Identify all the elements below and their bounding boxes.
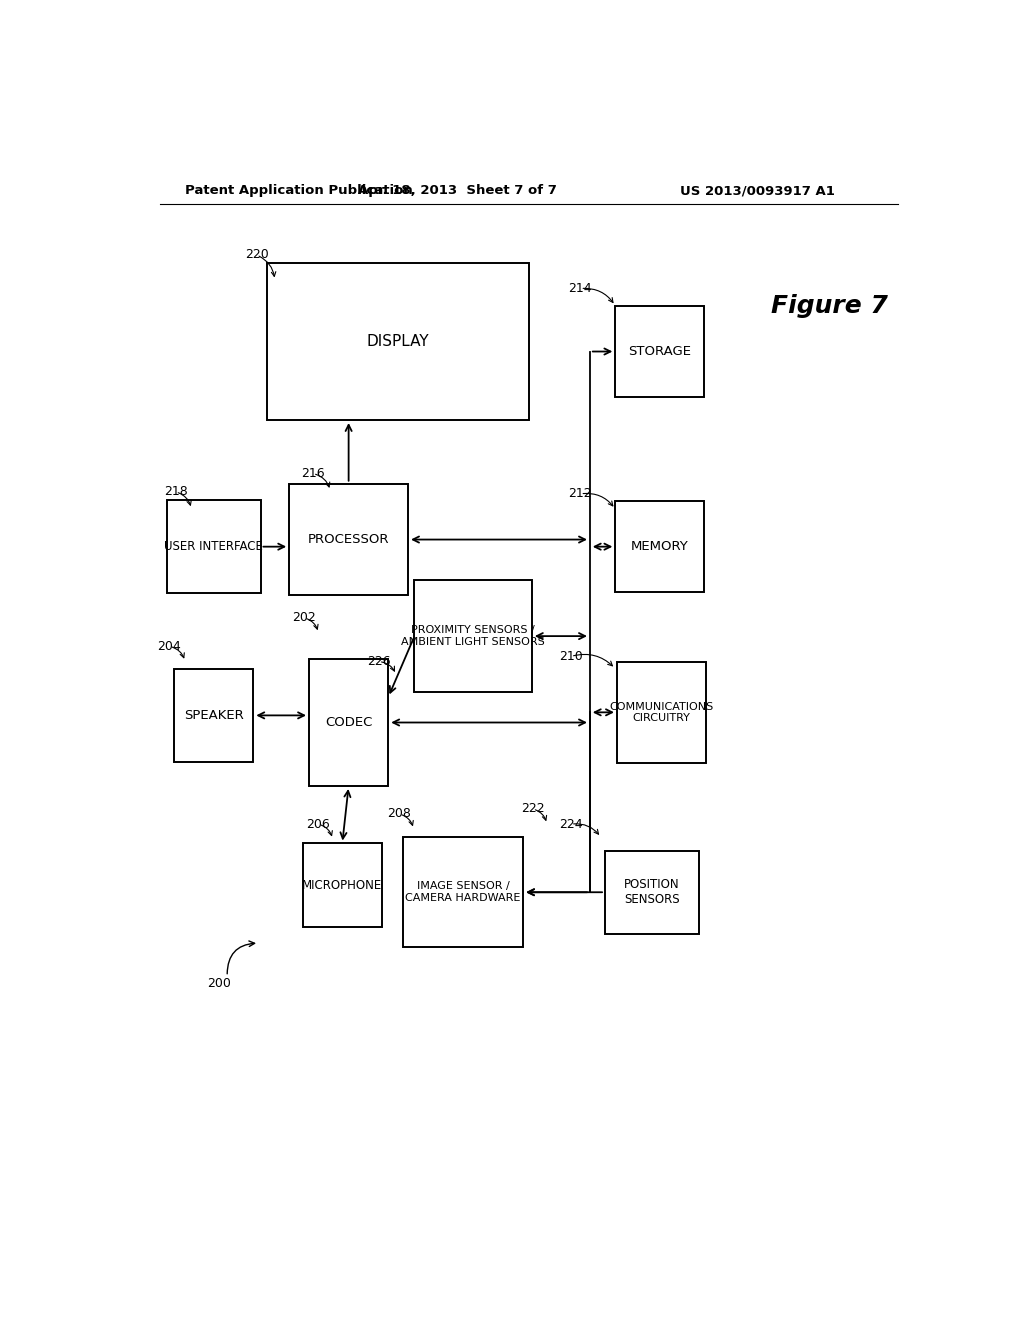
Bar xyxy=(415,581,531,692)
Text: MICROPHONE: MICROPHONE xyxy=(302,879,382,891)
Text: 206: 206 xyxy=(306,817,331,830)
Text: US 2013/0093917 A1: US 2013/0093917 A1 xyxy=(680,185,835,198)
Text: Patent Application Publication: Patent Application Publication xyxy=(185,185,413,198)
Bar xyxy=(605,850,698,935)
Text: DISPLAY: DISPLAY xyxy=(367,334,429,348)
Text: 220: 220 xyxy=(245,248,268,261)
Text: 214: 214 xyxy=(568,282,592,294)
Text: POSITION
SENSORS: POSITION SENSORS xyxy=(624,878,680,907)
Text: 208: 208 xyxy=(387,808,412,821)
Text: COMMUNICATIONS
CIRCUITRY: COMMUNICATIONS CIRCUITRY xyxy=(609,701,714,723)
Text: 212: 212 xyxy=(568,487,592,500)
Text: IMAGE SENSOR /
CAMERA HARDWARE: IMAGE SENSOR / CAMERA HARDWARE xyxy=(406,882,520,903)
Text: 226: 226 xyxy=(367,655,390,668)
Bar xyxy=(289,483,409,595)
Text: USER INTERFACE: USER INTERFACE xyxy=(164,540,263,553)
Text: 224: 224 xyxy=(559,817,583,830)
Text: 210: 210 xyxy=(559,649,583,663)
Text: CODEC: CODEC xyxy=(325,715,373,729)
Text: STORAGE: STORAGE xyxy=(628,345,691,358)
Bar xyxy=(615,306,705,397)
Text: Apr. 18, 2013  Sheet 7 of 7: Apr. 18, 2013 Sheet 7 of 7 xyxy=(358,185,557,198)
Text: 218: 218 xyxy=(164,486,187,498)
Text: PROXIMITY SENSORS /
AMBIENT LIGHT SENSORS: PROXIMITY SENSORS / AMBIENT LIGHT SENSOR… xyxy=(401,626,545,647)
Text: MEMORY: MEMORY xyxy=(631,540,688,553)
Bar xyxy=(402,837,523,948)
Bar xyxy=(267,263,528,420)
Text: 222: 222 xyxy=(521,803,545,816)
Text: PROCESSOR: PROCESSOR xyxy=(308,533,389,546)
Text: 200: 200 xyxy=(207,977,231,990)
Bar xyxy=(303,843,382,927)
Text: 216: 216 xyxy=(301,467,325,480)
Text: 202: 202 xyxy=(292,611,316,624)
Bar xyxy=(167,500,260,594)
Text: 204: 204 xyxy=(158,640,181,653)
Bar xyxy=(616,661,706,763)
Bar xyxy=(309,659,388,785)
Bar xyxy=(174,669,253,762)
Bar xyxy=(615,500,705,593)
Text: Figure 7: Figure 7 xyxy=(771,294,888,318)
Text: SPEAKER: SPEAKER xyxy=(184,709,244,722)
